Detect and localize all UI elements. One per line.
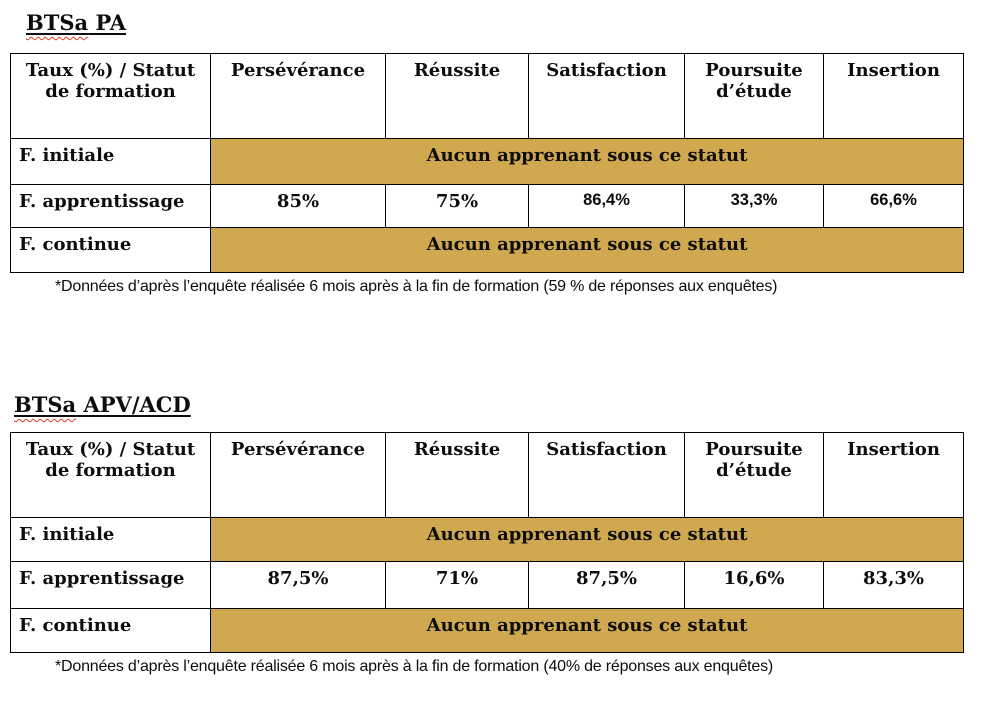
value-cell-poursuite-etude: 33,3% [684, 184, 824, 228]
value-cell-insertion: 66,6% [823, 184, 964, 228]
header-cell-reussite: Réussite [385, 53, 529, 139]
merged-status-cell: Aucun apprenant sous ce statut [210, 227, 964, 273]
value-cell-reussite: 71% [385, 561, 529, 609]
footnote-btsa-apv-acd: *Données d’après l’enquête réalisée 6 mo… [55, 658, 774, 675]
header-cell-satisfaction: Satisfaction [528, 432, 685, 518]
header-cell-insertion: Insertion [823, 432, 964, 518]
value-cell-insertion: 83,3% [823, 561, 964, 609]
value-cell-reussite: 75% [385, 184, 529, 228]
row-label: F. continue [10, 608, 211, 653]
table-row-f-continue: F. continue Aucun apprenant sous ce stat… [10, 227, 964, 273]
table-header-row: Taux (%) / Statut de formation Persévéra… [10, 432, 964, 518]
row-label: F. continue [10, 227, 211, 273]
table-row-f-initiale: F. initiale Aucun apprenant sous ce stat… [10, 517, 964, 562]
header-cell-satisfaction: Satisfaction [528, 53, 685, 139]
header-cell-insertion: Insertion [823, 53, 964, 139]
header-cell-taux-statut: Taux (%) / Statut de formation [10, 53, 211, 139]
merged-status-cell: Aucun apprenant sous ce statut [210, 138, 964, 185]
footnote-btsa-pa: *Données d’après l’enquête réalisée 6 mo… [55, 278, 778, 295]
title-rest: APV/ACD [76, 392, 191, 417]
header-cell-perseverance: Persévérance [210, 53, 386, 139]
row-label: F. initiale [10, 517, 211, 562]
table-row-f-apprentissage: F. apprentissage 87,5% 71% 87,5% 16,6% 8… [10, 561, 964, 609]
value-cell-satisfaction: 86,4% [528, 184, 685, 228]
header-cell-perseverance: Persévérance [210, 432, 386, 518]
header-cell-poursuite-etude: Poursuite d’étude [684, 432, 824, 518]
title-word-spellchecked: BTSa [26, 10, 89, 35]
header-cell-poursuite-etude: Poursuite d’étude [684, 53, 824, 139]
table-row-f-continue: F. continue Aucun apprenant sous ce stat… [10, 608, 964, 653]
title-rest: PA [88, 10, 127, 35]
row-label: F. apprentissage [10, 184, 211, 228]
row-label: F. apprentissage [10, 561, 211, 609]
table-header-row: Taux (%) / Statut de formation Persévéra… [10, 53, 964, 139]
value-cell-perseverance: 85% [210, 184, 386, 228]
section-title-btsa-pa: BTSa PA [26, 10, 126, 35]
header-cell-reussite: Réussite [385, 432, 529, 518]
merged-status-cell: Aucun apprenant sous ce statut [210, 608, 964, 653]
table-btsa-apv-acd: Taux (%) / Statut de formation Persévéra… [10, 432, 964, 653]
value-cell-perseverance: 87,5% [210, 561, 386, 609]
row-label: F. initiale [10, 138, 211, 185]
table-row-f-initiale: F. initiale Aucun apprenant sous ce stat… [10, 138, 964, 185]
table-row-f-apprentissage: F. apprentissage 85% 75% 86,4% 33,3% 66,… [10, 184, 964, 228]
header-cell-taux-statut: Taux (%) / Statut de formation [10, 432, 211, 518]
section-title-btsa-apv-acd: BTSa APV/ACD [14, 392, 191, 417]
title-word-spellchecked: BTSa [14, 392, 77, 417]
table-btsa-pa: Taux (%) / Statut de formation Persévéra… [10, 53, 964, 273]
value-cell-poursuite-etude: 16,6% [684, 561, 824, 609]
merged-status-cell: Aucun apprenant sous ce statut [210, 517, 964, 562]
value-cell-satisfaction: 87,5% [528, 561, 685, 609]
